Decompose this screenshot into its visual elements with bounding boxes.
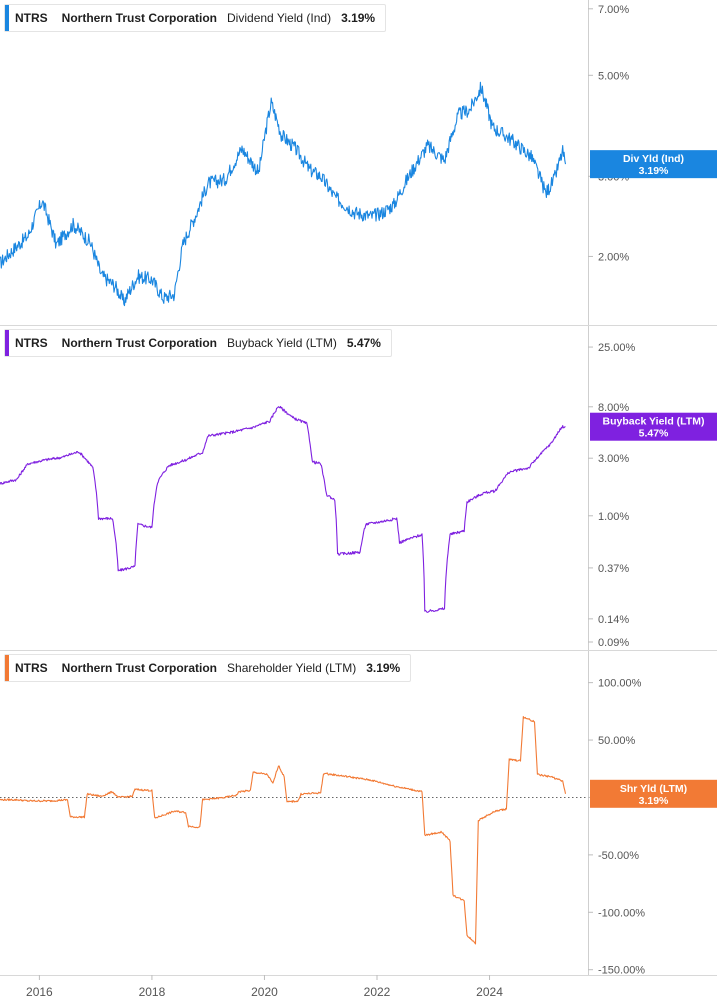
end-value-tag: Div Yld (Ind)3.19% [590, 150, 717, 179]
legend-company: Northern Trust Corporation [61, 11, 218, 25]
x-tick-label: 2022 [364, 985, 391, 999]
legend-ticker: NTRS [15, 11, 48, 25]
y-tick-label: 0.37% [598, 563, 629, 575]
end-tag-value: 3.19% [639, 795, 669, 807]
legend-company: Northern Trust Corporation [61, 661, 218, 675]
end-value-tag: Buyback Yield (LTM)5.47% [590, 412, 717, 441]
legend-metric: Shareholder Yield (LTM) [227, 661, 357, 675]
legend-metric: Dividend Yield (Ind) [227, 11, 332, 25]
series-line [0, 405, 566, 613]
end-tag-value: 3.19% [639, 165, 669, 177]
x-tick-label: 2020 [251, 985, 278, 999]
end-tag-background [590, 779, 717, 808]
legend-metric: Buyback Yield (LTM) [227, 336, 337, 350]
y-tick-label: -100.00% [598, 907, 645, 919]
y-tick-label: -150.00% [598, 965, 645, 977]
x-tick-label: 2018 [139, 985, 166, 999]
legend-value: 5.47% [346, 336, 381, 350]
series-line [0, 81, 567, 307]
y-tick-label: 2.00% [598, 251, 629, 263]
y-tick-label: 8.00% [598, 402, 629, 414]
end-value-tag: Shr Yld (LTM)3.19% [590, 779, 717, 808]
end-tag-label: Div Yld (Ind) [623, 153, 684, 165]
y-tick-label: 0.09% [598, 637, 629, 649]
y-tick-label: 5.00% [598, 70, 629, 82]
legend-dividend-yield: NTRS Northern Trust Corporation Dividend… [4, 4, 387, 32]
y-tick-label: -50.00% [598, 850, 639, 862]
y-tick-label: 100.00% [598, 678, 642, 690]
series-color-swatch [5, 655, 9, 681]
series-color-swatch [5, 5, 9, 31]
series-line [0, 716, 567, 945]
y-tick-label: 3.00% [598, 453, 629, 465]
y-tick-label: 1.00% [598, 511, 629, 523]
end-tag-background [590, 412, 717, 441]
legend-company: Northern Trust Corporation [61, 336, 218, 350]
legend-shareholder-yield: NTRS Northern Trust Corporation Sharehol… [4, 654, 412, 682]
end-tag-value: 5.47% [639, 428, 669, 440]
y-tick-label: 0.14% [598, 614, 629, 626]
legend-ticker: NTRS [15, 336, 48, 350]
legend-ticker: NTRS [15, 661, 48, 675]
end-tag-background [590, 150, 717, 179]
y-tick-label: 25.00% [598, 342, 636, 354]
series-color-swatch [5, 330, 9, 356]
legend-value: 3.19% [366, 661, 401, 675]
x-tick-label: 2024 [476, 985, 503, 999]
y-tick-label: 50.00% [598, 735, 636, 747]
y-tick-label: 7.00% [598, 4, 629, 16]
end-tag-label: Buyback Yield (LTM) [603, 416, 705, 428]
end-tag-label: Shr Yld (LTM) [620, 783, 687, 795]
x-tick-label: 2016 [26, 985, 53, 999]
legend-buyback-yield: NTRS Northern Trust Corporation Buyback … [4, 329, 392, 357]
legend-value: 3.19% [341, 11, 376, 25]
